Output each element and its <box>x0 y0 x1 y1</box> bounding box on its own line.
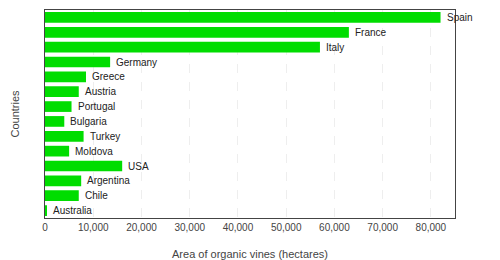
svg-text:Greece: Greece <box>92 71 125 82</box>
svg-text:70,000: 70,000 <box>367 222 398 233</box>
svg-text:Countries: Countries <box>9 90 21 138</box>
svg-text:Moldova: Moldova <box>75 146 113 157</box>
svg-text:Austria: Austria <box>85 86 117 97</box>
svg-text:USA: USA <box>128 161 149 172</box>
svg-text:80,000: 80,000 <box>416 222 447 233</box>
svg-text:Portugal: Portugal <box>78 101 115 112</box>
svg-text:Chile: Chile <box>85 190 108 201</box>
svg-text:20,000: 20,000 <box>126 222 157 233</box>
svg-text:50,000: 50,000 <box>271 222 302 233</box>
svg-text:Turkey: Turkey <box>90 131 120 142</box>
svg-text:40,000: 40,000 <box>223 222 254 233</box>
svg-text:France: France <box>355 27 387 38</box>
svg-text:Germany: Germany <box>116 57 157 68</box>
svg-text:10,000: 10,000 <box>78 222 109 233</box>
svg-text:0: 0 <box>42 222 48 233</box>
svg-text:Bulgaria: Bulgaria <box>70 116 107 127</box>
svg-text:Italy: Italy <box>326 42 344 53</box>
svg-text:Australia: Australia <box>53 205 92 216</box>
svg-text:Argentina: Argentina <box>87 175 130 186</box>
svg-text:Spain: Spain <box>447 12 473 23</box>
svg-text:30,000: 30,000 <box>174 222 205 233</box>
svg-text:Area of organic vines (hectare: Area of organic vines (hectares) <box>172 248 328 260</box>
svg-text:60,000: 60,000 <box>319 222 350 233</box>
